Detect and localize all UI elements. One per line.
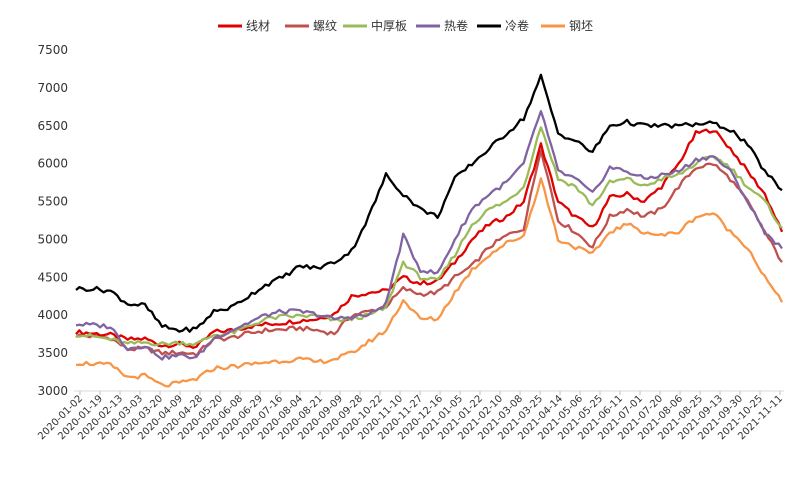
series-line-5 xyxy=(75,177,784,388)
series-line-1 xyxy=(75,149,783,357)
legend-label: 冷卷 xyxy=(505,18,529,33)
legend-label: 线材 xyxy=(246,19,270,33)
legend-label: 中厚板 xyxy=(371,18,407,33)
y-tick-label: 6000 xyxy=(37,157,68,171)
legend-label: 热卷 xyxy=(444,18,468,33)
series-line-3 xyxy=(75,110,783,361)
y-tick-label: 4000 xyxy=(37,308,68,322)
y-tick-label: 7000 xyxy=(37,81,68,95)
y-tick-label: 3500 xyxy=(37,346,68,360)
series-layer xyxy=(75,73,784,388)
legend-label: 钢坯 xyxy=(569,19,593,33)
y-tick-label: 5000 xyxy=(37,232,68,246)
y-tick-label: 3000 xyxy=(37,384,68,398)
y-tick-label: 5500 xyxy=(37,195,68,209)
x-axis: 2020-01-022020-01-192020-02-132020-03-03… xyxy=(36,390,785,442)
y-tick-label: 6500 xyxy=(37,119,68,133)
y-tick-label: 7500 xyxy=(37,43,68,57)
y-axis: 3000 3500 4000 4500 5000 5500 6000 6500 7000 7500 xyxy=(37,43,68,398)
y-tick-label: 4500 xyxy=(37,270,68,284)
chart-legend: 线材 螺纹 中厚板 热卷 冷卷 钢坯 xyxy=(218,18,593,33)
legend-label: 螺纹 xyxy=(313,19,337,33)
series-line-0 xyxy=(75,128,784,349)
series-line-4 xyxy=(75,73,783,333)
series-line-2 xyxy=(75,126,783,347)
